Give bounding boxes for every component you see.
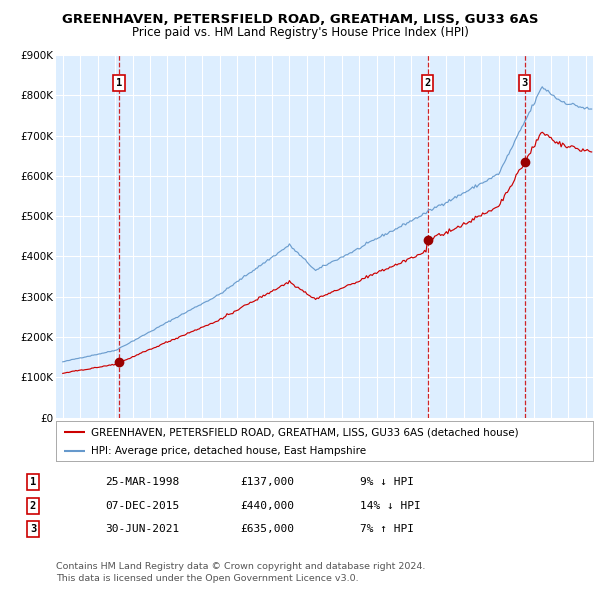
Text: Price paid vs. HM Land Registry's House Price Index (HPI): Price paid vs. HM Land Registry's House … xyxy=(131,26,469,39)
Text: 2: 2 xyxy=(30,501,36,510)
Text: 2: 2 xyxy=(424,78,431,88)
Text: 7% ↑ HPI: 7% ↑ HPI xyxy=(360,525,414,534)
Text: £635,000: £635,000 xyxy=(240,525,294,534)
Text: 14% ↓ HPI: 14% ↓ HPI xyxy=(360,501,421,510)
Text: 1: 1 xyxy=(30,477,36,487)
Text: £137,000: £137,000 xyxy=(240,477,294,487)
Text: 9% ↓ HPI: 9% ↓ HPI xyxy=(360,477,414,487)
Text: HPI: Average price, detached house, East Hampshire: HPI: Average price, detached house, East… xyxy=(91,447,366,456)
Text: GREENHAVEN, PETERSFIELD ROAD, GREATHAM, LISS, GU33 6AS: GREENHAVEN, PETERSFIELD ROAD, GREATHAM, … xyxy=(62,13,538,26)
Text: Contains HM Land Registry data © Crown copyright and database right 2024.
This d: Contains HM Land Registry data © Crown c… xyxy=(56,562,425,583)
Text: 25-MAR-1998: 25-MAR-1998 xyxy=(105,477,179,487)
Text: 3: 3 xyxy=(30,525,36,534)
Text: 30-JUN-2021: 30-JUN-2021 xyxy=(105,525,179,534)
Text: £440,000: £440,000 xyxy=(240,501,294,510)
Text: GREENHAVEN, PETERSFIELD ROAD, GREATHAM, LISS, GU33 6AS (detached house): GREENHAVEN, PETERSFIELD ROAD, GREATHAM, … xyxy=(91,428,518,438)
Text: 3: 3 xyxy=(521,78,528,88)
Text: 07-DEC-2015: 07-DEC-2015 xyxy=(105,501,179,510)
Text: 1: 1 xyxy=(116,78,122,88)
